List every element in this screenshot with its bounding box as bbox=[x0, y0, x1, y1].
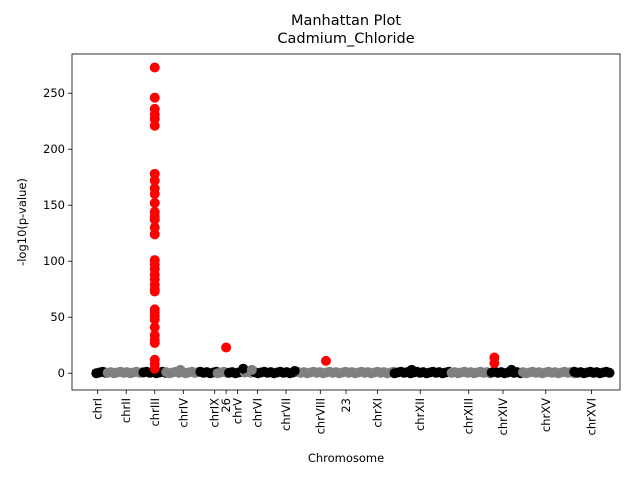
x-tick-label: chrV bbox=[231, 398, 245, 424]
x-tick-label: chrXV bbox=[539, 398, 553, 432]
x-tick-label: chrXI bbox=[370, 398, 384, 428]
x-tick-label: chrII bbox=[119, 398, 133, 423]
data-point bbox=[406, 364, 417, 375]
significant-point bbox=[149, 229, 160, 240]
y-axis-label: -log10(p-value) bbox=[15, 178, 29, 266]
data-point bbox=[246, 364, 257, 375]
y-tick-label: 100 bbox=[43, 254, 65, 268]
x-tick-label: chrXVI bbox=[585, 398, 599, 435]
x-tick-label: 26 bbox=[219, 398, 233, 413]
x-tick-label: chrVIII bbox=[313, 398, 327, 434]
data-point bbox=[289, 365, 300, 376]
significant-point bbox=[149, 175, 160, 186]
x-tick-label: chrI bbox=[91, 398, 105, 420]
x-axis-label: Chromosome bbox=[308, 451, 384, 465]
y-tick-label: 150 bbox=[43, 198, 65, 212]
chart-subtitle: Cadmium_Chloride bbox=[277, 31, 414, 47]
x-tick-label: chrVII bbox=[279, 398, 293, 431]
significant-point bbox=[321, 355, 332, 366]
x-tick-label: chrXIV bbox=[496, 398, 510, 436]
plot-points bbox=[91, 62, 615, 379]
x-tick-label: chrIX bbox=[208, 398, 222, 428]
data-point bbox=[175, 364, 186, 375]
chart-title: Manhattan Plot bbox=[291, 13, 401, 29]
significant-point bbox=[149, 92, 160, 103]
significant-point bbox=[149, 286, 160, 297]
x-tick-label: chrXII bbox=[413, 398, 427, 431]
significant-point bbox=[149, 62, 160, 73]
significant-point bbox=[149, 337, 160, 348]
x-tick-label: chrVI bbox=[251, 398, 265, 428]
y-tick-label: 200 bbox=[43, 142, 65, 156]
significant-point bbox=[149, 363, 160, 374]
data-point bbox=[238, 363, 249, 374]
significant-point bbox=[149, 214, 160, 225]
y-tick-label: 50 bbox=[50, 310, 65, 324]
significant-point bbox=[149, 120, 160, 131]
x-tick-label: chrIV bbox=[176, 398, 190, 428]
significant-point bbox=[149, 197, 160, 208]
significant-point bbox=[489, 358, 500, 369]
x-tick-label: chrXIII bbox=[462, 398, 476, 434]
baseline-point bbox=[604, 367, 615, 378]
y-tick-label: 0 bbox=[58, 366, 65, 380]
y-tick-label: 250 bbox=[43, 86, 65, 100]
significant-point bbox=[149, 322, 160, 333]
x-tick-label: chrIII bbox=[148, 398, 162, 427]
y-axis: 0 50 100 150 200 250 bbox=[43, 86, 72, 380]
significant-point bbox=[149, 314, 160, 325]
x-tick-label: 23 bbox=[339, 398, 353, 413]
significant-point bbox=[149, 189, 160, 199]
data-point bbox=[506, 364, 517, 375]
significant-point bbox=[221, 342, 232, 353]
